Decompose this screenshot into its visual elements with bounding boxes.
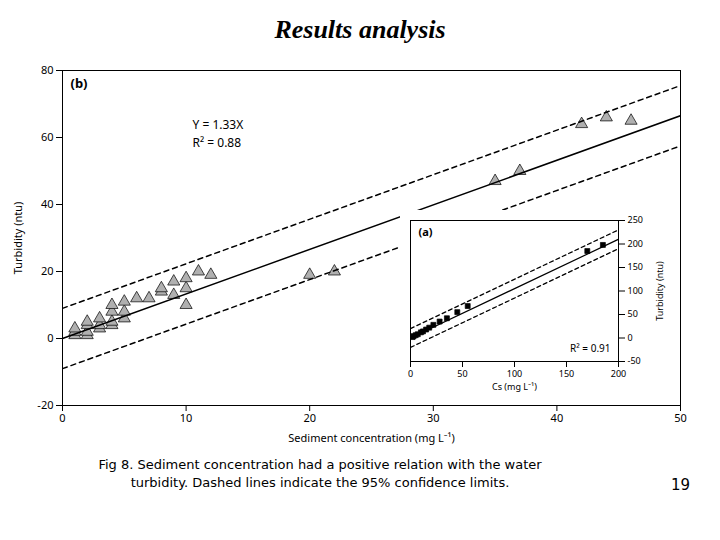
svg-text:30: 30 <box>427 410 440 425</box>
svg-text:0: 0 <box>47 330 53 345</box>
svg-text:(b): (b) <box>71 74 88 92</box>
svg-text:80: 80 <box>41 62 54 77</box>
svg-text:20: 20 <box>303 410 316 425</box>
html-text:turbidity. Dashed lines indica: turbidity. Dashed lines indicate the 95%… <box>130 475 510 490</box>
svg-text:50: 50 <box>457 367 467 380</box>
svg-text:Y = 1.33X: Y = 1.33X <box>193 116 244 133</box>
svg-text:-20: -20 <box>37 397 53 412</box>
svg-text:10: 10 <box>180 410 193 425</box>
svg-text:R² = 0.88: R² = 0.88 <box>193 134 242 151</box>
svg-text:50: 50 <box>674 410 687 425</box>
svg-text:40: 40 <box>551 410 564 425</box>
svg-text:Turbidity (ntu): Turbidity (ntu) <box>10 202 25 275</box>
svg-text:100: 100 <box>628 284 643 297</box>
svg-text:0: 0 <box>408 367 413 380</box>
svg-text:250: 250 <box>628 213 643 226</box>
svg-text:50: 50 <box>628 307 638 320</box>
svg-text:100: 100 <box>507 367 522 380</box>
svg-text:Turbidity (ntu): Turbidity (ntu) <box>653 261 666 321</box>
svg-text:R² = 0.91: R² = 0.91 <box>570 341 610 355</box>
html-text:Fig 8. Sediment concentration: Fig 8. Sediment concentration had a posi… <box>98 457 542 472</box>
svg-text:0: 0 <box>628 331 633 344</box>
html-text:19: 19 <box>670 476 690 494</box>
svg-text:20: 20 <box>41 263 54 278</box>
html-text:Results analysis: Results analysis <box>274 15 446 44</box>
svg-text:40: 40 <box>41 196 54 211</box>
svg-text:150: 150 <box>628 260 643 273</box>
svg-text:60: 60 <box>41 129 54 144</box>
svg-text:200: 200 <box>611 367 626 380</box>
svg-text:Sediment concentration (mg L⁻¹: Sediment concentration (mg L⁻¹) <box>288 430 454 445</box>
svg-text:0: 0 <box>59 410 65 425</box>
svg-text:(a): (a) <box>419 224 433 239</box>
svg-text:-50: -50 <box>628 354 641 367</box>
svg-text:200: 200 <box>628 237 643 250</box>
svg-text:150: 150 <box>559 367 574 380</box>
svg-text:Cs (mg L⁻¹): Cs (mg L⁻¹) <box>492 380 537 393</box>
